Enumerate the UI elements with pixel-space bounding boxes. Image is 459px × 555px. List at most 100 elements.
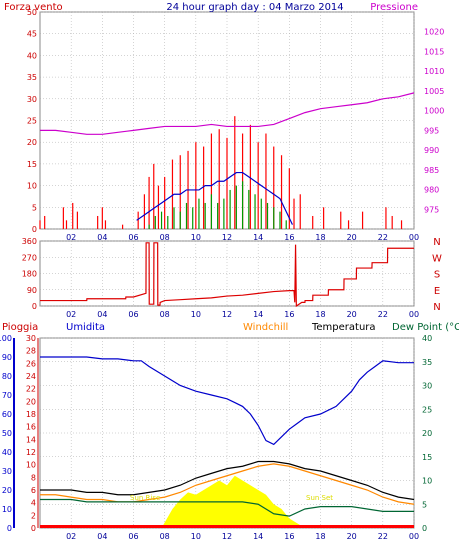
temp-tick-label: 5 [422,500,427,509]
x-tick-label: 06 [128,532,138,541]
x-tick-label: 14 [253,310,263,319]
temp-tick-label: 20 [422,429,432,438]
x-tick-label: 16 [284,233,294,242]
temp-tick-label: 35 [422,358,432,367]
pressure-tick-label: 1015 [424,47,444,56]
humidity-tick-label: 30 [2,467,12,476]
x-tick-label: 14 [253,233,263,242]
x-tick-label: 12 [222,532,232,541]
rain-tick-label: 20 [26,397,36,406]
rain-tick-label: 16 [26,423,36,432]
pressure-line [40,92,415,135]
y-tick-label: 40 [27,51,37,60]
dewpoint-legend: Dew Point (°C [392,322,459,333]
x-tick-label: 20 [347,310,357,319]
pressure-tick-label: 1005 [424,87,444,96]
humidity-tick-label: 80 [2,372,12,381]
y-tick-label: 5 [32,203,37,212]
x-tick-label: 08 [160,532,170,541]
x-tick-label: 18 [315,233,325,242]
x-tick-label: 04 [97,233,107,242]
x-tick-label: 22 [378,532,388,541]
compass-label: N [433,302,440,313]
rain-tick-label: 24 [26,372,36,381]
wind-axis-label: Forza vento [4,2,63,13]
x-tick-label: 18 [315,532,325,541]
temp-tick-label: 40 [422,334,432,343]
average-line [136,171,293,225]
compass-label: W [432,253,442,264]
humidity-tick-label: 50 [2,429,12,438]
rain-tick-label: 30 [26,334,36,343]
temp-tick-label: 25 [422,405,432,414]
humidity-tick-label: 0 [7,524,12,533]
x-tick-label: 08 [160,233,170,242]
rain-tick-label: 0 [31,524,36,533]
pressure-tick-label: 1000 [424,107,444,116]
sunrise-label: Sun Rise [130,494,160,502]
chart-marks [39,92,415,528]
windchill-line [40,463,415,505]
rain-tick-label: 22 [26,385,36,394]
rain-tick-label: 2 [31,511,36,520]
y-tick-label: 0 [32,225,37,234]
x-tick-label: 00 [409,532,419,541]
x-tick-label: 06 [128,233,138,242]
x-tick-label: 20 [347,532,357,541]
humidity-tick-label: 100 [0,334,12,343]
x-tick-label: 22 [378,310,388,319]
y-tick-label: 45 [27,30,37,39]
y-tick-label: 15 [27,160,37,169]
y-tick-label: 25 [27,117,37,126]
temp-tick-label: 15 [422,453,432,462]
humidity-tick-label: 40 [2,448,12,457]
x-tick-label: 12 [222,310,232,319]
x-tick-label: 10 [191,532,201,541]
pressure-tick-label: 985 [424,166,439,175]
x-tick-label: 02 [66,233,76,242]
y-tick-label: 90 [27,286,37,295]
rain-tick-label: 10 [26,461,36,470]
rain-tick-label: 6 [31,486,36,495]
rain-tick-label: 4 [31,499,36,508]
x-tick-label: 02 [66,532,76,541]
compass-label: E [434,286,440,297]
rain-tick-label: 8 [31,473,36,482]
rain-tick-label: 12 [26,448,36,457]
x-tick-label: 10 [191,310,201,319]
graph-title: 24 hour graph day : 04 Marzo 2014 [166,2,343,13]
x-tick-label: 20 [347,233,357,242]
x-tick-label: 00 [409,310,419,319]
x-tick-label: 04 [97,310,107,319]
y-tick-label: 30 [27,95,37,104]
humidity-tick-label: 20 [2,486,12,495]
humidity-tick-label: 10 [2,505,12,514]
humidity-tick-label: 60 [2,410,12,419]
compass-label: N [433,237,440,248]
sunset-label: Sun Set [306,494,333,502]
compass-label: S [434,270,440,281]
y-tick-label: 180 [22,270,37,279]
direction-line [40,242,414,308]
pressure-tick-label: 990 [424,146,439,155]
x-tick-label: 00 [409,233,419,242]
x-tick-label: 22 [378,233,388,242]
umidita-line [40,356,414,446]
x-tick-label: 10 [191,233,201,242]
rain-tick-label: 18 [26,410,36,419]
temp-tick-label: 10 [422,477,432,486]
dew-point-line [40,498,414,517]
pressure-tick-label: 980 [424,186,439,195]
temp-tick-label: 30 [422,382,432,391]
rain-tick-label: 26 [26,359,36,368]
pressure-tick-label: 995 [424,126,439,135]
temp-tick-label: 0 [422,524,427,533]
y-tick-label: 35 [27,73,37,82]
rain-axis-label: Pioggia [2,322,38,333]
humidity-tick-label: 70 [2,391,12,400]
windchill-legend: Windchill [243,322,288,333]
x-tick-label: 04 [97,532,107,541]
x-tick-label: 08 [160,310,170,319]
pressure-tick-label: 1020 [424,28,444,37]
